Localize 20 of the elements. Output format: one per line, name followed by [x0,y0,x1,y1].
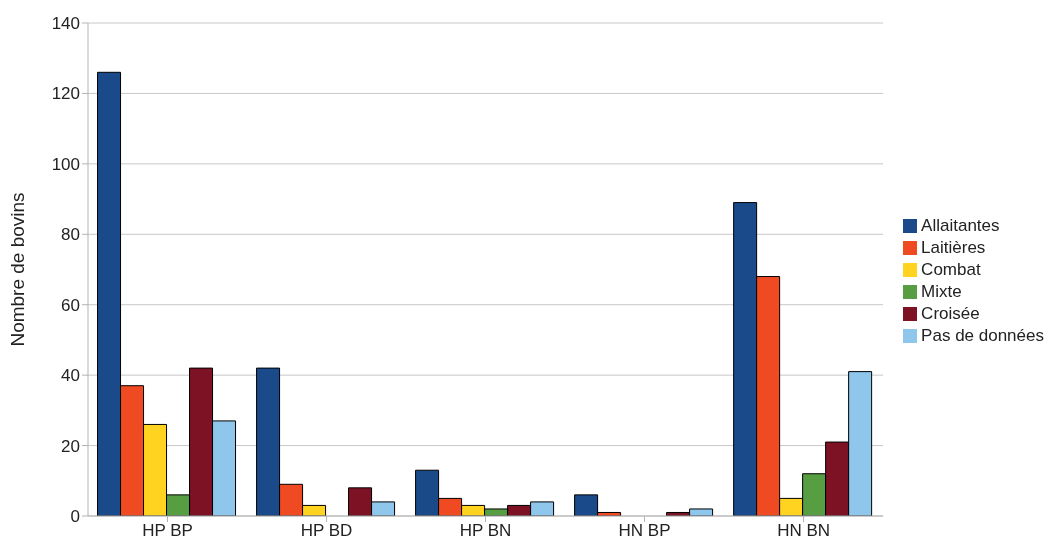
y-tick-label: 0 [70,507,80,527]
y-tick-label: 100 [51,154,80,174]
legend-label: Mixte [921,281,962,301]
y-tick-label: 40 [61,366,80,386]
y-tick-label: 140 [51,14,80,34]
legend-label: Allaitantes [921,215,1000,235]
y-tick-label: 120 [51,84,80,104]
x-tick-label: HN BN [777,521,831,541]
y-tick-label: 20 [61,436,80,456]
y-tick-label: 80 [61,225,80,245]
x-tick-label: HN BP [618,521,671,541]
legend-label: Combat [921,259,981,279]
x-tick-label: HP BD [300,521,353,541]
x-tick-label: HP BP [142,521,193,541]
legend-label: Pas de données [921,325,1044,345]
legend-label: Laitières [921,237,986,257]
y-tick-label: 60 [61,295,80,315]
legend-label: Croisée [921,303,980,323]
x-tick-label: HP BN [459,521,512,541]
y-axis-title: Nombre de bovins [6,192,28,347]
